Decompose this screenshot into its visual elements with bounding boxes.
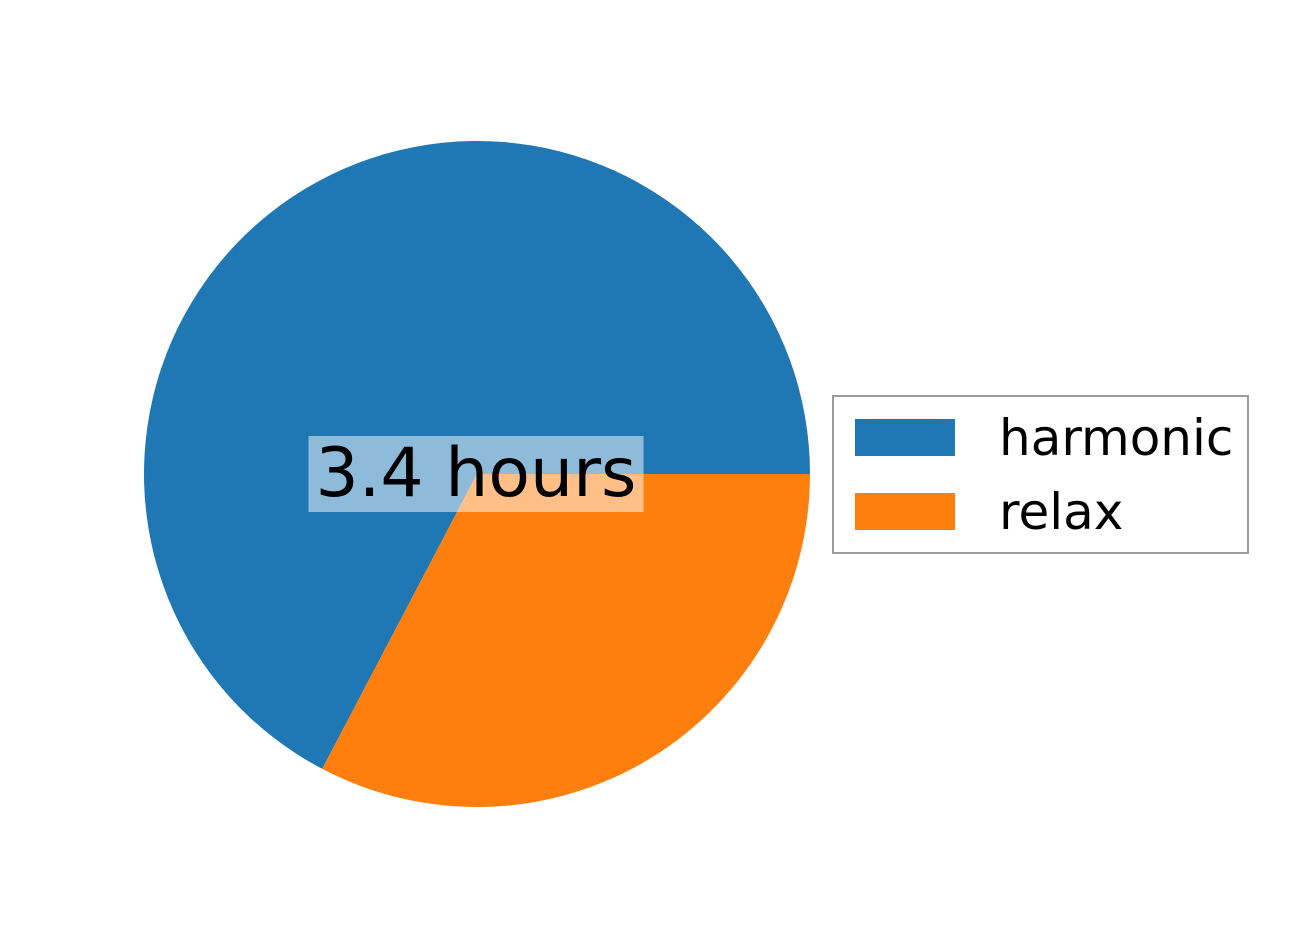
legend-item-harmonic: harmonic xyxy=(855,401,1247,475)
legend-box: harmonic relax xyxy=(832,395,1249,554)
pie-slice-relax xyxy=(322,474,810,807)
legend-label-relax: relax xyxy=(999,482,1124,541)
legend-swatch-relax xyxy=(855,493,955,530)
pie-center-label: 3.4 hours xyxy=(308,436,644,512)
legend-item-relax: relax xyxy=(855,475,1247,549)
legend-label-harmonic: harmonic xyxy=(999,408,1234,467)
legend-swatch-harmonic xyxy=(855,419,955,456)
